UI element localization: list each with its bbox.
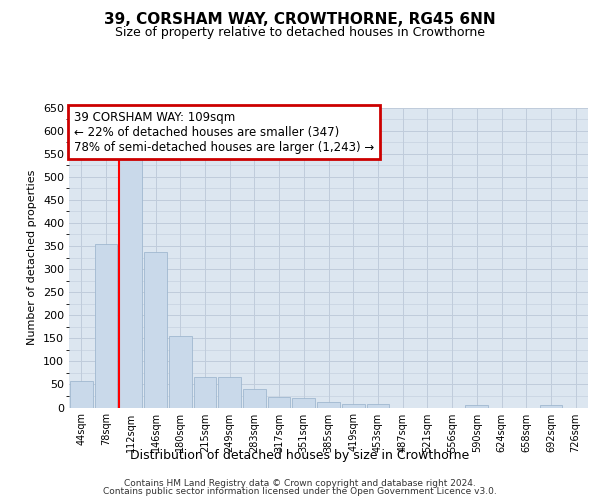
Text: Contains public sector information licensed under the Open Government Licence v3: Contains public sector information licen… — [103, 487, 497, 496]
Bar — [292, 398, 315, 407]
Bar — [194, 376, 216, 408]
Bar — [342, 404, 365, 407]
Bar — [539, 405, 562, 407]
Bar — [243, 389, 266, 407]
Bar — [70, 381, 93, 407]
Bar — [218, 376, 241, 408]
Bar — [119, 158, 142, 408]
Text: 39 CORSHAM WAY: 109sqm
← 22% of detached houses are smaller (347)
78% of semi-de: 39 CORSHAM WAY: 109sqm ← 22% of detached… — [74, 110, 374, 154]
Bar — [317, 402, 340, 407]
Bar — [367, 404, 389, 407]
Text: Size of property relative to detached houses in Crowthorne: Size of property relative to detached ho… — [115, 26, 485, 39]
Bar — [95, 244, 118, 408]
Text: 39, CORSHAM WAY, CROWTHORNE, RG45 6NN: 39, CORSHAM WAY, CROWTHORNE, RG45 6NN — [104, 12, 496, 28]
Bar — [169, 336, 191, 407]
Y-axis label: Number of detached properties: Number of detached properties — [28, 170, 37, 345]
Bar — [466, 405, 488, 407]
Text: Distribution of detached houses by size in Crowthorne: Distribution of detached houses by size … — [130, 448, 470, 462]
Text: Contains HM Land Registry data © Crown copyright and database right 2024.: Contains HM Land Registry data © Crown c… — [124, 478, 476, 488]
Bar — [144, 252, 167, 408]
Bar — [268, 398, 290, 407]
